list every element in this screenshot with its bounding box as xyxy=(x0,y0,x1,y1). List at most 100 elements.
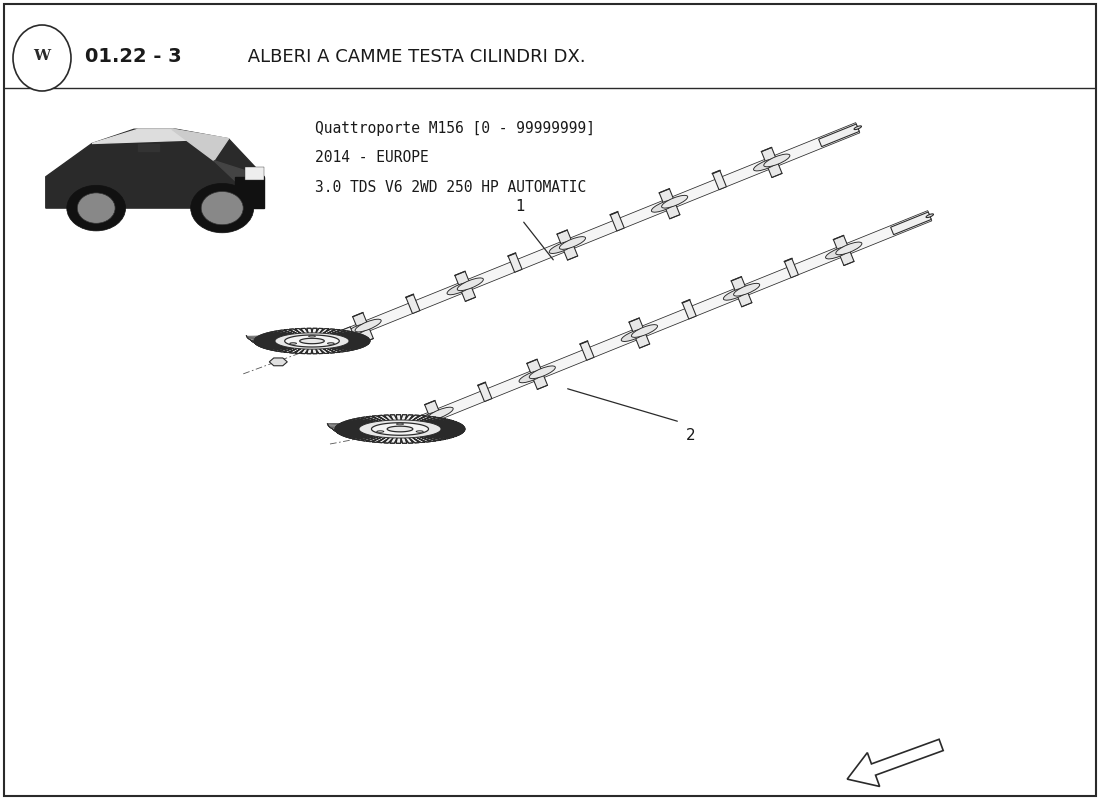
Ellipse shape xyxy=(826,246,851,259)
Polygon shape xyxy=(338,338,365,346)
Polygon shape xyxy=(345,344,354,350)
Polygon shape xyxy=(396,438,406,443)
Polygon shape xyxy=(385,432,393,438)
Polygon shape xyxy=(352,342,360,348)
Polygon shape xyxy=(356,427,365,434)
Polygon shape xyxy=(249,338,277,345)
Ellipse shape xyxy=(427,407,453,420)
Polygon shape xyxy=(308,343,317,354)
Polygon shape xyxy=(279,342,297,353)
Polygon shape xyxy=(284,347,294,353)
Polygon shape xyxy=(296,343,305,349)
Polygon shape xyxy=(431,434,440,441)
Polygon shape xyxy=(411,431,432,442)
Polygon shape xyxy=(246,336,254,342)
Polygon shape xyxy=(274,340,282,346)
Polygon shape xyxy=(428,427,458,436)
Polygon shape xyxy=(46,130,264,208)
Polygon shape xyxy=(359,339,367,346)
Polygon shape xyxy=(370,437,379,442)
Polygon shape xyxy=(308,343,316,349)
Polygon shape xyxy=(311,343,323,354)
Polygon shape xyxy=(334,340,342,346)
Polygon shape xyxy=(311,348,320,354)
Ellipse shape xyxy=(926,214,934,218)
Polygon shape xyxy=(428,427,458,435)
Polygon shape xyxy=(368,431,385,442)
Polygon shape xyxy=(270,342,290,351)
Polygon shape xyxy=(416,430,438,441)
Polygon shape xyxy=(322,347,332,353)
Polygon shape xyxy=(246,337,254,342)
Polygon shape xyxy=(377,437,387,443)
Polygon shape xyxy=(381,432,393,443)
Polygon shape xyxy=(318,327,354,350)
Polygon shape xyxy=(253,339,280,347)
Polygon shape xyxy=(253,341,262,347)
Polygon shape xyxy=(249,338,277,345)
Polygon shape xyxy=(308,343,319,354)
Polygon shape xyxy=(408,431,417,438)
Polygon shape xyxy=(317,347,326,354)
Polygon shape xyxy=(250,340,258,346)
Polygon shape xyxy=(388,438,397,443)
Polygon shape xyxy=(359,428,366,434)
Polygon shape xyxy=(331,426,361,434)
Polygon shape xyxy=(311,343,320,349)
Polygon shape xyxy=(418,430,442,440)
Polygon shape xyxy=(377,431,385,438)
Polygon shape xyxy=(300,348,310,354)
Polygon shape xyxy=(266,341,287,350)
Polygon shape xyxy=(348,343,356,350)
Polygon shape xyxy=(405,431,412,438)
Polygon shape xyxy=(400,432,414,443)
Ellipse shape xyxy=(201,191,243,225)
Polygon shape xyxy=(370,431,385,442)
Polygon shape xyxy=(329,426,337,432)
Polygon shape xyxy=(334,430,343,436)
Polygon shape xyxy=(732,277,752,307)
Polygon shape xyxy=(408,431,425,442)
Text: 3.0 TDS V6 2WD 250 HP AUTOMATIC: 3.0 TDS V6 2WD 250 HP AUTOMATIC xyxy=(315,181,586,195)
Polygon shape xyxy=(449,430,458,436)
Polygon shape xyxy=(397,432,405,438)
Polygon shape xyxy=(283,342,290,347)
Polygon shape xyxy=(355,427,363,433)
Polygon shape xyxy=(349,343,358,349)
Polygon shape xyxy=(834,235,854,266)
Polygon shape xyxy=(427,428,454,437)
Polygon shape xyxy=(329,426,338,433)
Polygon shape xyxy=(344,433,354,439)
Polygon shape xyxy=(354,434,364,441)
Polygon shape xyxy=(427,428,434,434)
Polygon shape xyxy=(341,345,350,350)
Polygon shape xyxy=(393,432,403,443)
Polygon shape xyxy=(282,346,290,353)
Polygon shape xyxy=(246,336,275,342)
Polygon shape xyxy=(328,424,360,431)
Polygon shape xyxy=(419,436,428,442)
Polygon shape xyxy=(450,430,459,435)
Polygon shape xyxy=(421,430,446,439)
Polygon shape xyxy=(322,342,342,352)
Ellipse shape xyxy=(549,241,575,254)
Polygon shape xyxy=(292,343,305,354)
Polygon shape xyxy=(360,338,367,345)
Polygon shape xyxy=(330,427,339,434)
Polygon shape xyxy=(395,438,404,443)
Polygon shape xyxy=(277,346,286,353)
Polygon shape xyxy=(432,424,465,430)
Polygon shape xyxy=(432,425,464,431)
Polygon shape xyxy=(443,431,452,438)
Polygon shape xyxy=(246,337,255,343)
Polygon shape xyxy=(309,335,316,337)
Polygon shape xyxy=(328,426,336,431)
Polygon shape xyxy=(408,437,418,443)
Polygon shape xyxy=(713,170,726,190)
Polygon shape xyxy=(456,425,464,431)
Polygon shape xyxy=(360,435,370,442)
Polygon shape xyxy=(252,340,260,346)
Polygon shape xyxy=(453,427,462,434)
Polygon shape xyxy=(337,427,365,437)
Text: 01.22 - 3: 01.22 - 3 xyxy=(85,47,182,66)
